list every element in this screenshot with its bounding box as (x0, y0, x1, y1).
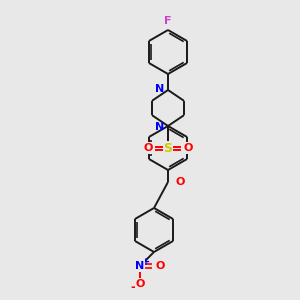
Text: S: S (164, 142, 172, 154)
Text: +: + (142, 257, 150, 267)
Text: -: - (130, 280, 136, 293)
Text: O: O (176, 177, 185, 187)
Text: N: N (155, 84, 164, 94)
Text: O: O (135, 279, 145, 289)
Text: F: F (164, 16, 172, 26)
Text: N: N (155, 122, 164, 132)
Text: O: O (183, 143, 193, 153)
Text: O: O (155, 261, 165, 271)
Text: O: O (143, 143, 153, 153)
Text: N: N (135, 261, 145, 271)
